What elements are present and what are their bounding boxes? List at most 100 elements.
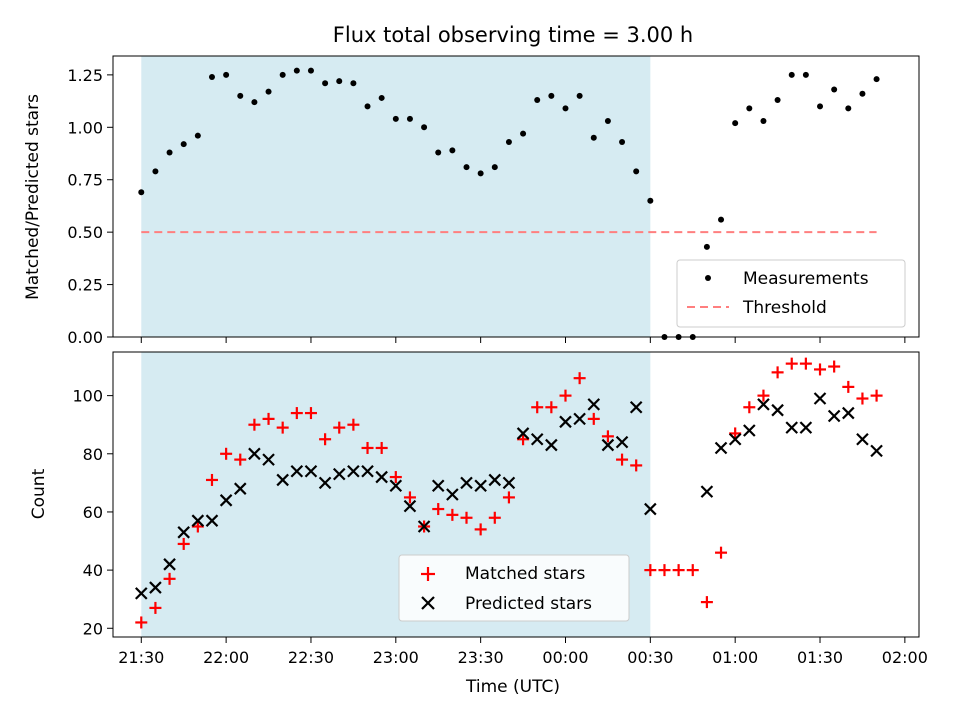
measurement-point bbox=[774, 97, 781, 104]
predicted-star-stroke-b bbox=[163, 558, 176, 571]
predicted-star-stroke-b bbox=[771, 403, 784, 417]
bottom-xtick-label: 23:30 bbox=[458, 648, 504, 667]
predicted-star-stroke-b bbox=[276, 473, 289, 487]
matched-star-point bbox=[644, 564, 657, 577]
measurement-point bbox=[491, 164, 498, 171]
predicted-star-point bbox=[163, 558, 176, 571]
measurement-point bbox=[604, 118, 611, 125]
predicted-star-point bbox=[757, 398, 770, 411]
predicted-star-stroke-b bbox=[304, 464, 318, 478]
predicted-star-stroke-b bbox=[700, 485, 714, 498]
predicted-star-stroke-b bbox=[149, 581, 162, 594]
predicted-star-stroke-b bbox=[728, 432, 742, 446]
predicted-star-point bbox=[785, 421, 799, 434]
bottom-xtick-label: 00:00 bbox=[542, 648, 588, 667]
measurement-point bbox=[477, 170, 484, 177]
predicted-star-point bbox=[728, 432, 742, 446]
predicted-star-point bbox=[799, 421, 813, 434]
top-y-ticks: 0.00 0.25 0.50 0.75 1.00 1.25 bbox=[67, 66, 113, 347]
matched-star-point bbox=[319, 433, 332, 446]
predicted-star-point bbox=[431, 479, 445, 493]
bottom-y-axis-label: Count bbox=[29, 468, 49, 519]
predicted-star-stroke-b bbox=[856, 432, 869, 446]
measurement-point bbox=[746, 105, 753, 112]
predicted-stars-points bbox=[135, 392, 883, 600]
predicted-star-point bbox=[219, 494, 233, 507]
x-axis-label: Time (UTC) bbox=[465, 677, 560, 697]
matched-star-point bbox=[573, 372, 586, 385]
measurement-point bbox=[633, 168, 640, 175]
matched-star-point bbox=[601, 430, 614, 443]
matched-star-point bbox=[616, 453, 629, 466]
bottom-xtick-label: 00:30 bbox=[627, 648, 673, 667]
matched-star-point bbox=[686, 564, 699, 577]
measurement-point bbox=[562, 105, 569, 112]
predicted-star-point bbox=[304, 464, 318, 478]
predicted-star-point bbox=[615, 435, 629, 449]
chart-title: Flux total observing time = 3.00 h bbox=[333, 23, 693, 47]
measurement-point bbox=[548, 92, 555, 99]
predicted-star-point bbox=[601, 438, 615, 452]
measurement-point bbox=[322, 80, 329, 87]
predicted-star-stroke-b bbox=[446, 488, 459, 501]
predicted-star-stroke-b bbox=[799, 421, 813, 434]
predicted-star-stroke-b bbox=[460, 476, 473, 490]
top-legend-box bbox=[676, 259, 906, 328]
matched-star-point bbox=[347, 418, 360, 431]
bottom-ytick-label: 20 bbox=[83, 619, 103, 638]
predicted-star-stroke-b bbox=[813, 392, 827, 405]
measurement-point bbox=[760, 118, 767, 125]
legend-measurements-marker bbox=[705, 275, 711, 281]
predicted-star-stroke-b bbox=[248, 447, 261, 461]
predicted-star-stroke-b bbox=[290, 464, 304, 478]
predicted-star-stroke-b bbox=[644, 502, 657, 516]
predicted-star-point bbox=[870, 444, 883, 458]
measurement-point bbox=[520, 130, 527, 137]
measurement-point bbox=[788, 71, 795, 78]
predicted-star-point bbox=[347, 464, 360, 478]
bottom-xtick-label: 01:30 bbox=[797, 648, 843, 667]
matched-star-point bbox=[375, 441, 388, 454]
top-ytick-label: 1.25 bbox=[67, 66, 103, 85]
predicted-star-point bbox=[856, 432, 869, 446]
measurement-point bbox=[647, 197, 654, 204]
predicted-star-point bbox=[573, 412, 586, 426]
predicted-star-point bbox=[375, 470, 388, 484]
predicted-star-stroke-b bbox=[743, 424, 756, 437]
top-plot-frame bbox=[112, 55, 920, 338]
predicted-star-stroke-b bbox=[205, 514, 219, 527]
predicted-star-point bbox=[276, 473, 289, 487]
predicted-star-point bbox=[233, 482, 247, 495]
matched-star-point bbox=[205, 473, 218, 486]
legend-matched-marker bbox=[421, 567, 435, 581]
measurement-point bbox=[859, 90, 866, 97]
predicted-star-stroke-b bbox=[530, 432, 544, 446]
bottom-x-ticks: 21:30 22:00 22:30 23:00 23:30 00:00 00:30 01:00… bbox=[118, 637, 928, 667]
predicted-star-stroke-b bbox=[417, 520, 431, 533]
matched-star-point bbox=[630, 459, 643, 472]
bottom-legend-box bbox=[398, 554, 630, 622]
legend-predicted-label: Predicted stars bbox=[465, 594, 592, 614]
measurement-point bbox=[223, 71, 230, 78]
predicted-star-stroke-b bbox=[870, 444, 883, 458]
predicted-star-point bbox=[474, 479, 487, 493]
legend-measurements-label: Measurements bbox=[743, 269, 869, 289]
predicted-star-point bbox=[559, 415, 572, 429]
predicted-star-point bbox=[813, 392, 827, 405]
bottom-ytick-label: 40 bbox=[83, 561, 103, 580]
predicted-star-point bbox=[827, 409, 841, 423]
measurement-point bbox=[718, 216, 725, 223]
predicted-star-stroke-b bbox=[573, 412, 586, 426]
matched-star-point bbox=[672, 564, 685, 577]
matched-star-point bbox=[771, 366, 784, 379]
bottom-xtick-label: 21:30 bbox=[118, 648, 164, 667]
predicted-star-stroke-b bbox=[502, 476, 516, 490]
matched-star-point bbox=[814, 363, 827, 376]
top-x-ticks bbox=[140, 337, 906, 343]
predicted-star-point bbox=[771, 403, 784, 417]
predicted-star-point bbox=[248, 447, 261, 461]
bottom-xtick-label: 22:30 bbox=[288, 648, 334, 667]
predicted-star-stroke-b bbox=[332, 467, 346, 481]
predicted-star-point bbox=[417, 520, 431, 533]
